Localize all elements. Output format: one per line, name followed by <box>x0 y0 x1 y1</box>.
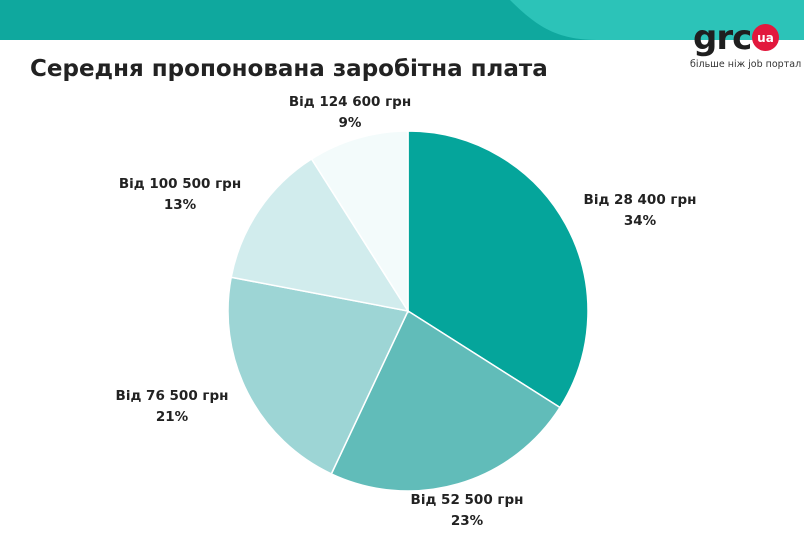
slice-label-2: Від 52 500 грн 23% <box>387 490 547 532</box>
slice-label-1: Від 28 400 грн 34% <box>560 190 720 232</box>
pie-slice-4 <box>230 157 410 313</box>
slice-label-3: Від 76 500 грн 21% <box>92 386 252 428</box>
slice-label-1-value: 34% <box>623 213 657 229</box>
logo-tagline: більше ніж job портал <box>690 59 802 70</box>
logo-wordmark: grc <box>693 18 752 58</box>
slice-label-1-name: Від 28 400 грн <box>583 192 697 208</box>
pie-slice-5 <box>310 130 409 314</box>
slice-label-3-name: Від 76 500 грн <box>115 388 229 404</box>
slice-label-2-name: Від 52 500 грн <box>410 492 524 508</box>
slice-label-5: Від 124 600 грн 9% <box>270 92 430 134</box>
pie-slice-1 <box>407 130 589 409</box>
slice-label-5-name: Від 124 600 грн <box>288 94 412 110</box>
slice-label-5-value: 9% <box>338 115 362 131</box>
slice-label-3-value: 21% <box>155 409 189 425</box>
slice-label-4-value: 13% <box>163 197 197 213</box>
pie-slice-3 <box>227 276 410 475</box>
slice-label-4-name: Від 100 500 грн <box>118 176 242 192</box>
chart-title: Середня пропонована заробітна плата <box>30 56 548 82</box>
header-band <box>0 0 804 40</box>
slice-label-2-value: 23% <box>450 513 484 529</box>
logo-ua-badge: ua <box>752 24 779 51</box>
pie-slice-2 <box>330 309 562 492</box>
slice-label-4: Від 100 500 грн 13% <box>100 174 260 216</box>
